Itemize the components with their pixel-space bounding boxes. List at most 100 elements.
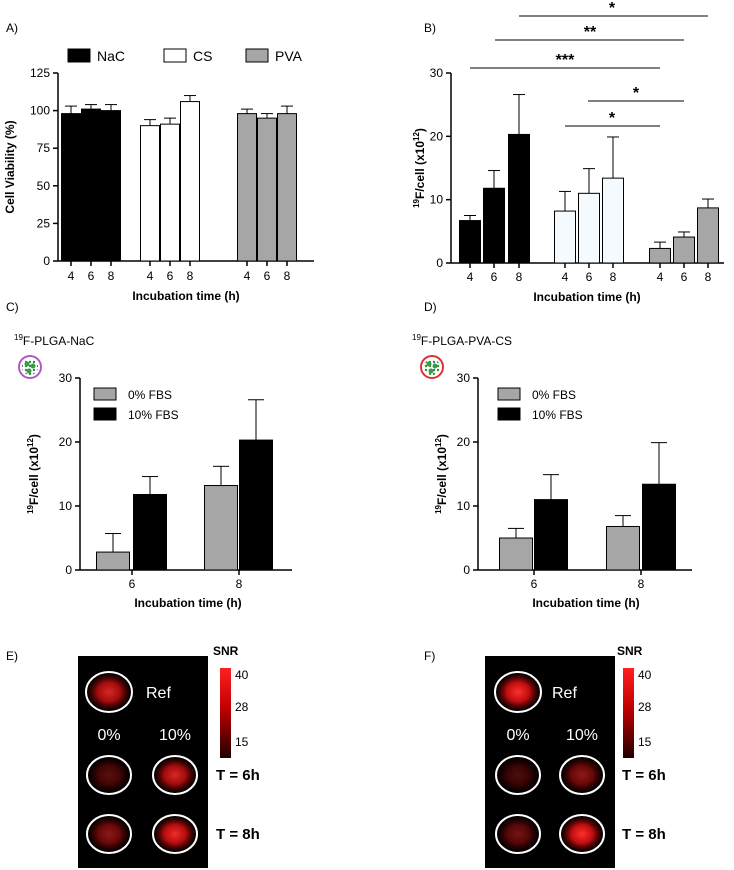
mri-well-signal (89, 758, 129, 792)
panel-c-label: C) (6, 300, 19, 314)
mri-well-signal (498, 817, 538, 851)
bar-cs-8 (180, 101, 200, 262)
panel-d-label: D) (424, 300, 437, 314)
y-tick-label: 25 (37, 216, 51, 230)
x-tick-label: 8 (610, 270, 617, 284)
mri-col-label-10: 10% (159, 727, 191, 744)
x-tick-label: 6 (491, 270, 498, 284)
x-tick-label: 4 (562, 270, 569, 284)
mri-row-label-8h: T = 8h (622, 826, 666, 843)
sig-star-3: *** (556, 52, 575, 69)
x-tick-label: 6 (531, 577, 538, 591)
legend-label-pva: PVA (275, 48, 303, 64)
panel-d-legend: 0% FBS 10% FBS (497, 387, 583, 422)
panel-e-mri: E) Ref 0% 10% SNR 40 28 15 T = 6h T = 8h (6, 644, 260, 868)
bar-cs-4 (554, 210, 576, 264)
bar-0fbs-6h (96, 551, 130, 571)
y-tick-label: 20 (430, 129, 444, 143)
panel-a-legend: NaC CS PVA (67, 48, 303, 64)
mri-well-signal (562, 758, 602, 792)
x-tick-label: 8 (284, 269, 291, 283)
legend-swatch-0fbs (93, 387, 117, 401)
y-tick-label: 0 (463, 563, 470, 577)
bar-pva-4 (649, 247, 671, 264)
x-tick-label: 6 (586, 270, 593, 284)
mri-ref-label: Ref (552, 685, 577, 702)
colorbar-f (623, 668, 634, 758)
panel-f-label: F) (424, 649, 435, 663)
bar-10fbs-6h (133, 493, 167, 571)
legend-label-nac: NaC (97, 48, 125, 64)
x-tick-label: 4 (657, 270, 664, 284)
colorbar-title-f: SNR (617, 644, 643, 658)
y-tick-label: 0 (65, 563, 72, 577)
nanoparticle-nac-icon (18, 355, 42, 379)
nanoparticle-pva-cs-icon (420, 355, 444, 379)
sig-star-1: * (609, 0, 616, 17)
y-tick-label: 30 (457, 371, 471, 385)
x-tick-label: 4 (244, 269, 251, 283)
mri-well-roi (86, 814, 132, 854)
colorbar-tick-40: 40 (235, 668, 249, 682)
panel-a-x-axis-title: Incubation time (h) (132, 289, 239, 303)
mri-well-roi (86, 755, 132, 795)
legend-label-10fbs: 10% FBS (532, 408, 583, 422)
x-tick-label: 4 (68, 269, 75, 283)
panel-c-title: 19F-PLGA-NaC (14, 333, 95, 348)
x-tick-label: 6 (167, 269, 174, 283)
bar-10fbs-8h (239, 439, 273, 571)
mri-well-roi (559, 814, 605, 854)
panel-a-label: A) (6, 21, 18, 35)
panel-b-y-axis-title: 19F/cell (x1012) (412, 128, 427, 208)
bar-nac-6 (483, 187, 505, 264)
panel-a-y-axis-title: Cell Viability (%) (3, 120, 17, 213)
legend-label-0fbs: 0% FBS (532, 388, 576, 402)
bar-cs-4 (140, 125, 160, 262)
colorbar-tick-28: 28 (235, 700, 249, 714)
mri-well-roi (559, 755, 605, 795)
mri-well-signal (562, 817, 602, 851)
legend-swatch-0fbs (497, 387, 521, 401)
bar-cs-8 (602, 177, 624, 264)
bar-10fbs-8h (642, 483, 676, 571)
sig-star-4: * (633, 85, 640, 102)
bar-pva-8 (697, 207, 719, 264)
y-tick-label: 125 (30, 66, 50, 80)
x-tick-label: 8 (187, 269, 194, 283)
x-tick-label: 8 (108, 269, 115, 283)
y-tick-label: 10 (430, 193, 444, 207)
bar-pva-6 (673, 236, 695, 264)
mri-ref-roi (494, 671, 542, 713)
bar-pva-6 (257, 117, 277, 262)
x-tick-label: 8 (516, 270, 523, 284)
colorbar-e (220, 668, 231, 758)
panel-b-significance: * ** *** * * (470, 0, 708, 127)
bar-nac-8 (101, 110, 121, 262)
y-tick-label: 0 (43, 254, 50, 268)
legend-swatch-nac (67, 48, 91, 63)
colorbar-tick-28: 28 (638, 700, 652, 714)
panel-b-x-ticks: 4 6 8 4 6 8 4 6 8 (467, 263, 712, 284)
x-tick-label: 8 (236, 577, 243, 591)
y-tick-label: 20 (457, 435, 471, 449)
x-tick-label: 6 (681, 270, 688, 284)
legend-swatch-10fbs (93, 407, 117, 421)
bar-pva-8 (277, 113, 297, 262)
legend-swatch-cs (163, 48, 187, 63)
mri-ref-well (85, 671, 133, 713)
mri-row-label-8h: T = 8h (216, 826, 260, 843)
panel-d-y-ticks: 0 10 20 30 (457, 371, 478, 577)
mri-well-roi (495, 814, 541, 854)
mri-well-signal (155, 817, 195, 851)
mri-ref-signal (88, 674, 130, 710)
panel-c-x-axis-title: Incubation time (h) (134, 596, 241, 610)
bar-0fbs-8h (204, 485, 238, 571)
colorbar-tick-40: 40 (638, 668, 652, 682)
mri-well-signal (89, 817, 129, 851)
panel-c-legend: 0% FBS 10% FBS (93, 387, 179, 422)
